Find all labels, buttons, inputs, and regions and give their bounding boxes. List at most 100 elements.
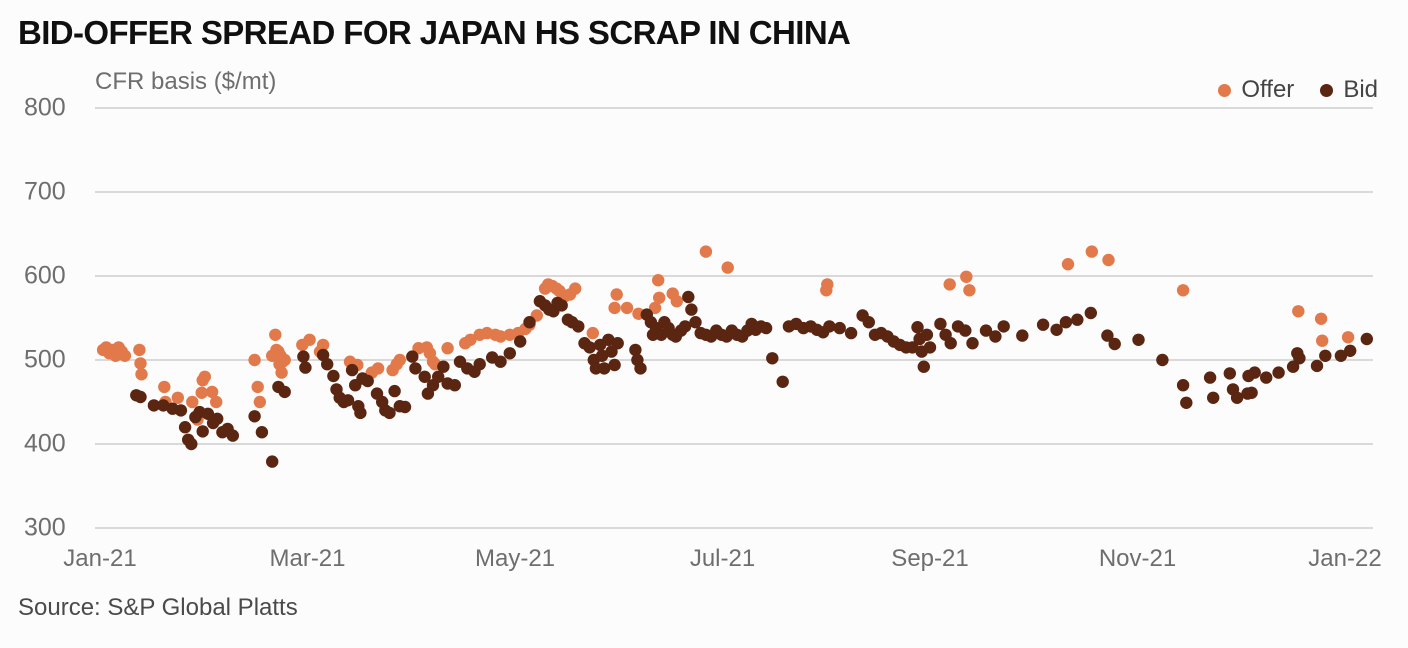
data-point-bid	[361, 374, 374, 388]
data-point-bid	[572, 320, 585, 333]
data-point-offer	[133, 343, 146, 357]
y-tick-label-400: 400	[24, 429, 66, 458]
data-point-bid	[1059, 316, 1073, 329]
data-point-bid	[634, 362, 647, 375]
data-point-bid	[966, 337, 979, 350]
data-point-bid	[406, 350, 419, 363]
data-point-bid	[833, 321, 846, 335]
data-point-offer	[1314, 312, 1328, 325]
data-point-bid	[555, 299, 568, 312]
data-point-offer	[248, 353, 261, 367]
y-axis-unit-label: CFR basis ($/mt)	[95, 68, 277, 95]
data-point-bid	[409, 362, 422, 375]
data-point-bid	[629, 343, 642, 357]
data-point-offer	[195, 386, 208, 399]
data-point-bid	[920, 328, 934, 341]
data-point-bid	[844, 326, 858, 340]
data-point-bid	[321, 358, 334, 371]
y-tick-label-300: 300	[24, 513, 66, 542]
data-point-bid	[297, 350, 310, 363]
data-point-offer	[821, 278, 834, 291]
data-point-bid	[388, 384, 401, 398]
data-point-offer	[251, 380, 264, 394]
data-point-offer	[1341, 331, 1355, 344]
data-point-offer	[653, 291, 666, 304]
data-point-bid	[157, 399, 170, 412]
data-point-offer	[210, 395, 223, 409]
data-point-bid	[1156, 353, 1169, 367]
y-tick-label-500: 500	[24, 345, 66, 374]
data-point-bid	[598, 362, 611, 375]
data-point-bid	[327, 369, 340, 383]
data-point-bid	[602, 333, 615, 346]
data-point-bid	[1248, 366, 1261, 379]
data-point-bid	[1272, 366, 1285, 379]
data-point-bid	[418, 370, 431, 383]
x-tick-label-sep-21: Sep-21	[891, 545, 969, 572]
data-point-offer	[371, 362, 385, 375]
data-point-offer	[494, 330, 507, 343]
x-tick-label-jan-22: Jan-22	[1308, 545, 1382, 572]
data-point-bid	[341, 394, 355, 407]
data-point-bid	[595, 349, 609, 362]
data-point-offer	[586, 326, 599, 340]
source-attribution: Source: S&P Global Platts	[18, 594, 298, 621]
data-point-bid	[823, 320, 836, 333]
y-tick-label-700: 700	[24, 177, 66, 206]
data-point-bid	[1108, 337, 1121, 351]
data-point-bid	[278, 385, 291, 399]
data-point-bid	[862, 316, 875, 329]
legend-dot-icon-bid	[1320, 83, 1334, 97]
data-point-offer	[393, 353, 406, 367]
data-point-bid	[226, 429, 239, 442]
data-point-bid	[1050, 323, 1063, 336]
data-point-offer	[1316, 334, 1329, 347]
data-point-bid	[689, 316, 702, 329]
data-point-offer	[198, 370, 211, 383]
data-point-bid	[134, 390, 147, 404]
x-tick-label-may-21: May-21	[474, 545, 556, 572]
data-point-bid	[959, 324, 972, 337]
data-point-offer	[134, 357, 147, 370]
data-point-offer	[316, 338, 330, 352]
data-point-offer	[135, 368, 148, 381]
data-point-offer	[269, 328, 282, 341]
data-point-bid	[944, 337, 957, 350]
data-point-offer	[118, 349, 132, 362]
data-point-offer	[960, 270, 973, 283]
data-point-offer	[608, 301, 621, 315]
data-point-bid	[494, 355, 507, 368]
data-point-bid	[345, 363, 359, 377]
data-point-bid	[1319, 349, 1332, 362]
y-tick-label-600: 600	[24, 261, 66, 290]
data-point-bid	[1310, 359, 1324, 373]
data-point-offer	[652, 274, 665, 287]
data-point-offer	[275, 366, 288, 379]
data-point-bid	[682, 290, 695, 304]
data-point-offer	[1085, 245, 1099, 258]
data-point-bid	[997, 320, 1010, 333]
data-point-bid	[1176, 379, 1190, 392]
data-point-bid	[1360, 332, 1374, 346]
data-point-offer	[158, 380, 171, 394]
data-point-bid	[523, 316, 536, 329]
data-point-offer	[670, 295, 683, 308]
data-point-bid	[678, 320, 692, 333]
data-point-offer	[1102, 253, 1115, 267]
data-point-bid	[1084, 306, 1098, 320]
data-point-bid	[383, 406, 396, 420]
data-point-bid	[989, 330, 1002, 343]
legend-label-bid: Bid	[1343, 76, 1378, 103]
data-point-bid	[934, 317, 947, 331]
data-point-offer	[303, 333, 316, 346]
data-point-bid	[255, 426, 269, 439]
data-point-bid	[583, 341, 596, 354]
data-point-bid	[1203, 371, 1217, 384]
data-point-offer	[721, 261, 734, 274]
data-point-bid	[437, 360, 450, 373]
x-tick-label-nov-21: Nov-21	[1098, 545, 1177, 572]
data-point-offer	[699, 245, 713, 258]
data-point-bid	[917, 360, 930, 373]
data-point-bid	[776, 375, 789, 388]
